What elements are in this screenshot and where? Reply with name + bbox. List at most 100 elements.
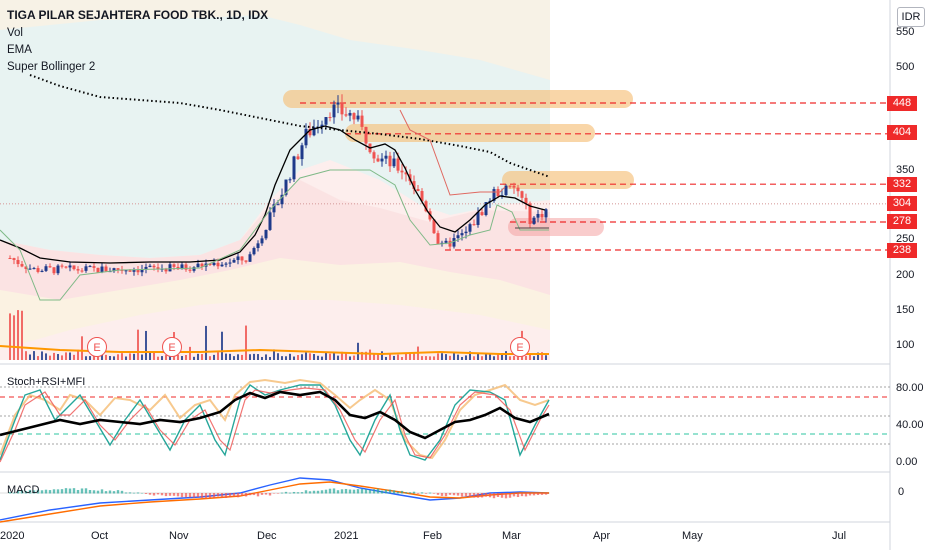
volume-bar: [381, 351, 383, 360]
macd-histogram-bar: [356, 489, 360, 494]
volume-bar: [321, 356, 323, 360]
macd-histogram-bar: [516, 493, 520, 498]
price-level-lines: [0, 102, 887, 251]
macd-histogram-bar: [300, 492, 304, 494]
macd-histogram-bar: [396, 491, 400, 494]
volume-bar: [21, 310, 23, 360]
indicator-label-ema[interactable]: EMA: [7, 44, 32, 56]
bollinger-band-bottom: [0, 258, 550, 350]
candle-body: [136, 270, 140, 273]
volume-bar: [437, 353, 439, 360]
macd-histogram-bar: [404, 492, 408, 494]
macd-histogram-bar: [208, 493, 212, 499]
volume-bar: [389, 353, 391, 360]
candle-body: [400, 170, 404, 173]
candle-body: [420, 191, 424, 202]
volume-bar: [289, 353, 291, 360]
candle-body: [228, 262, 232, 264]
y-tick-label: 200: [896, 269, 915, 281]
macd-histogram-bar: [476, 493, 480, 498]
candle-body: [524, 197, 528, 204]
stoch-y-tick-label: 0.00: [896, 456, 918, 468]
volume-bar: [157, 356, 159, 360]
candle-body: [144, 266, 148, 270]
volume-bar: [53, 352, 55, 360]
macd-indicator-label[interactable]: MACD: [7, 484, 40, 496]
candle-body: [460, 233, 464, 236]
macd-histogram-bar: [176, 493, 180, 497]
macd-histogram-bar: [280, 492, 284, 494]
macd-histogram-bar: [288, 492, 292, 494]
volume-bar: [309, 353, 311, 360]
macd-histogram-bar: [384, 489, 388, 494]
candle-body: [288, 179, 292, 181]
macd-histogram-bar: [304, 490, 308, 494]
earnings-marker[interactable]: E: [510, 337, 530, 357]
x-tick-label: 2020: [0, 530, 25, 542]
macd-histogram-bar: [164, 493, 168, 497]
candle-body: [464, 231, 468, 234]
volume-bar: [473, 356, 475, 360]
candle-body: [36, 268, 40, 272]
candle-body: [132, 270, 136, 272]
indicator-label-vol[interactable]: Vol: [7, 27, 23, 39]
price-level-tag: 448: [887, 96, 917, 111]
macd-histogram-bar: [104, 491, 108, 494]
trailing-stop-up: [0, 169, 549, 301]
macd-histogram-bar: [244, 493, 248, 497]
macd-histogram-bar: [260, 493, 264, 495]
earnings-marker[interactable]: E: [162, 337, 182, 357]
macd-histogram-bar: [136, 492, 140, 494]
y-tick-label: 550: [896, 26, 915, 38]
macd-histogram-bar: [324, 489, 328, 494]
volume-bar: [165, 355, 167, 360]
bollinger-band-mid: [0, 15, 550, 258]
volume-bar: [89, 356, 91, 360]
macd-histogram-bar: [80, 488, 84, 494]
bollinger-bands: [0, 0, 550, 360]
currency-button[interactable]: IDR: [897, 7, 925, 27]
candle-body: [64, 266, 68, 268]
macd-histogram-bar: [308, 491, 312, 494]
volume-bar: [33, 351, 35, 360]
volume-bar: [493, 356, 495, 360]
candle-body: [208, 263, 212, 265]
macd-histogram-bar: [32, 490, 36, 494]
volume-bar: [433, 356, 435, 360]
candle-body: [388, 155, 392, 167]
volume-bar: [277, 353, 279, 360]
candle-body: [96, 267, 100, 273]
macd-histogram-bar: [352, 489, 356, 494]
volume-bar: [317, 355, 319, 360]
macd-histogram-bar: [128, 492, 132, 494]
stoch-indicator-label[interactable]: Stoch+RSI+MFI: [7, 376, 86, 388]
volume-bar: [161, 356, 163, 360]
x-tick-label: Oct: [91, 530, 109, 542]
volume-bar: [73, 354, 75, 360]
rsi-line: [0, 390, 550, 440]
macd-histogram-bar: [232, 493, 236, 497]
price-level-tag: 404: [887, 125, 917, 140]
macd-histogram-bar: [464, 493, 468, 497]
candle-body: [40, 270, 44, 272]
candle-body: [300, 145, 304, 160]
volume-bar: [305, 352, 307, 360]
indicator-label-super-bollinger[interactable]: Super Bollinger 2: [7, 61, 96, 73]
volume-bar: [145, 330, 147, 360]
volume-bar: [301, 354, 303, 360]
candle-body: [236, 256, 240, 260]
macd-histogram-bar: [8, 492, 12, 494]
candle-body: [220, 264, 224, 267]
volume-bar: [541, 352, 543, 360]
candle-body: [312, 127, 316, 136]
volume-bar: [445, 354, 447, 360]
volume-bar: [205, 325, 207, 360]
candle-body: [360, 115, 364, 127]
earnings-marker[interactable]: E: [87, 337, 107, 357]
candle-body: [416, 189, 420, 192]
macd-histogram-bar: [332, 488, 336, 494]
volume-bar: [201, 354, 203, 360]
macd-histogram-bar: [48, 490, 52, 494]
volume-bar: [429, 356, 431, 360]
